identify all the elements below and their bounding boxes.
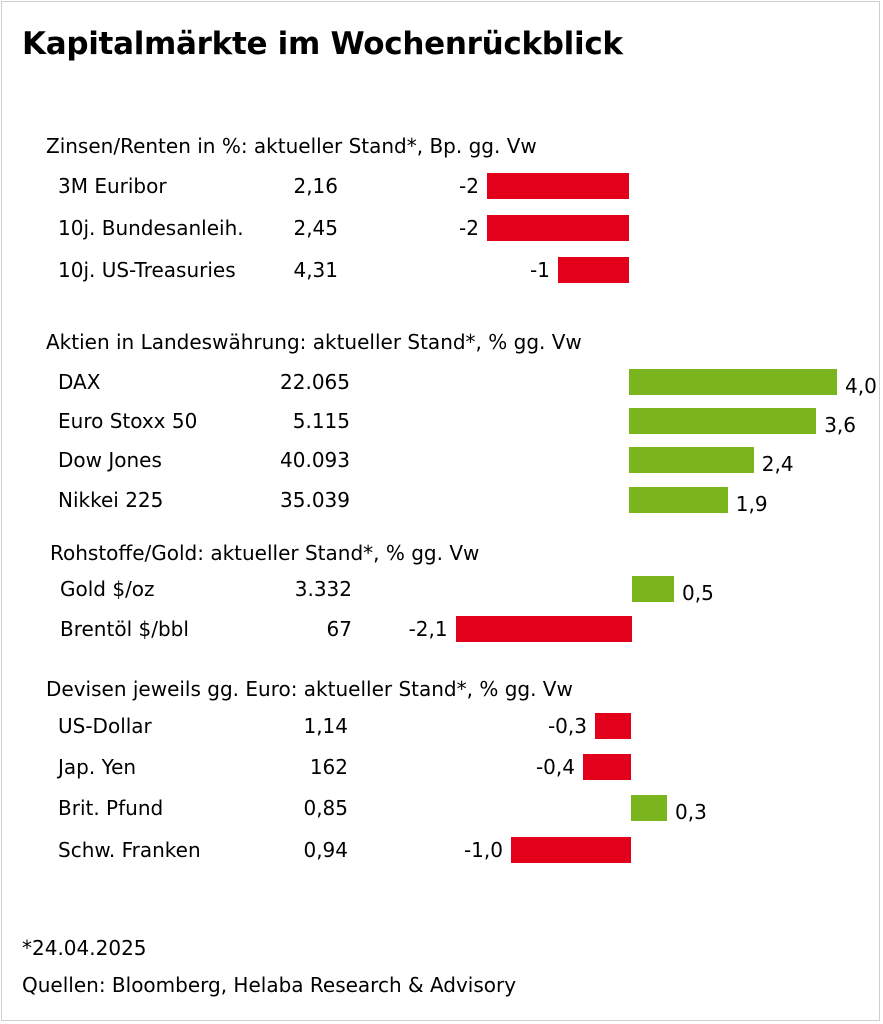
section-title: Devisen jeweils gg. Euro: aktueller Stan… xyxy=(46,677,573,701)
level-value: 0,94 xyxy=(303,838,348,862)
chart-title: Kapitalmärkte im Wochenrückblick xyxy=(22,26,623,62)
bar-value-label: 1,9 xyxy=(735,492,768,516)
category-label: Brit. Pfund xyxy=(58,796,164,820)
category-label: Dow Jones xyxy=(58,448,162,472)
bar-positive xyxy=(629,487,728,513)
category-label: 10j. Bundesanleih. xyxy=(58,216,244,240)
category-label: 3M Euribor xyxy=(58,174,167,198)
level-value: 22.065 xyxy=(280,370,350,394)
category-label: US-Dollar xyxy=(58,714,152,738)
bar-positive xyxy=(631,795,667,821)
level-value: 4,31 xyxy=(293,258,338,282)
bar-negative xyxy=(595,713,631,739)
level-value: 5.115 xyxy=(292,409,350,433)
category-label: Euro Stoxx 50 xyxy=(58,409,198,433)
level-value: 2,45 xyxy=(293,216,338,240)
category-label: Jap. Yen xyxy=(58,755,137,779)
bar-negative xyxy=(583,754,631,780)
bar-value-label: -1,0 xyxy=(463,838,503,862)
bar-positive xyxy=(632,576,674,602)
section-title: Zinsen/Renten in %: aktueller Stand*, Bp… xyxy=(46,134,537,158)
category-label: Gold $/oz xyxy=(60,577,155,601)
source-note: Quellen: Bloomberg, Helaba Research & Ad… xyxy=(22,973,517,997)
bar-value-label: -2,1 xyxy=(408,617,448,641)
level-value: 40.093 xyxy=(280,448,350,472)
bar-value-label: -2 xyxy=(459,174,479,198)
bar-positive xyxy=(629,369,837,395)
bar-value-label: 3,6 xyxy=(824,413,856,437)
bar-value-label: 2,4 xyxy=(761,452,794,476)
category-label: Nikkei 225 xyxy=(58,488,164,512)
bar-negative xyxy=(455,616,632,642)
category-label: Schw. Franken xyxy=(58,838,201,862)
category-label: 10j. US-Treasuries xyxy=(58,258,236,282)
level-value: 67 xyxy=(326,617,352,641)
bar-negative xyxy=(487,215,629,241)
bar-value-label: -2 xyxy=(459,216,479,240)
bar-negative xyxy=(487,173,629,199)
bar-value-label: 4,0 xyxy=(845,374,877,398)
level-value: 162 xyxy=(309,755,348,779)
section-title: Rohstoffe/Gold: aktueller Stand*, % gg. … xyxy=(50,541,480,565)
level-value: 3.332 xyxy=(294,577,352,601)
bar-value-label: 0,3 xyxy=(675,800,707,824)
category-label: DAX xyxy=(58,370,101,394)
bar-value-label: -0,4 xyxy=(535,755,575,779)
section-title: Aktien in Landeswährung: aktueller Stand… xyxy=(46,330,582,354)
bar-negative xyxy=(511,837,631,863)
level-value: 0,85 xyxy=(303,796,348,820)
bar-value-label: -0,3 xyxy=(547,714,587,738)
bar-negative xyxy=(558,257,629,283)
level-value: 35.039 xyxy=(280,488,350,512)
category-label: Brentöl $/bbl xyxy=(60,617,189,641)
level-value: 1,14 xyxy=(303,714,348,738)
bar-positive xyxy=(629,447,754,473)
footnote-date: *24.04.2025 xyxy=(22,936,147,960)
bar-value-label: 0,5 xyxy=(682,581,714,605)
bar-value-label: -1 xyxy=(530,258,550,282)
bar-positive xyxy=(629,408,817,434)
level-value: 2,16 xyxy=(293,174,338,198)
